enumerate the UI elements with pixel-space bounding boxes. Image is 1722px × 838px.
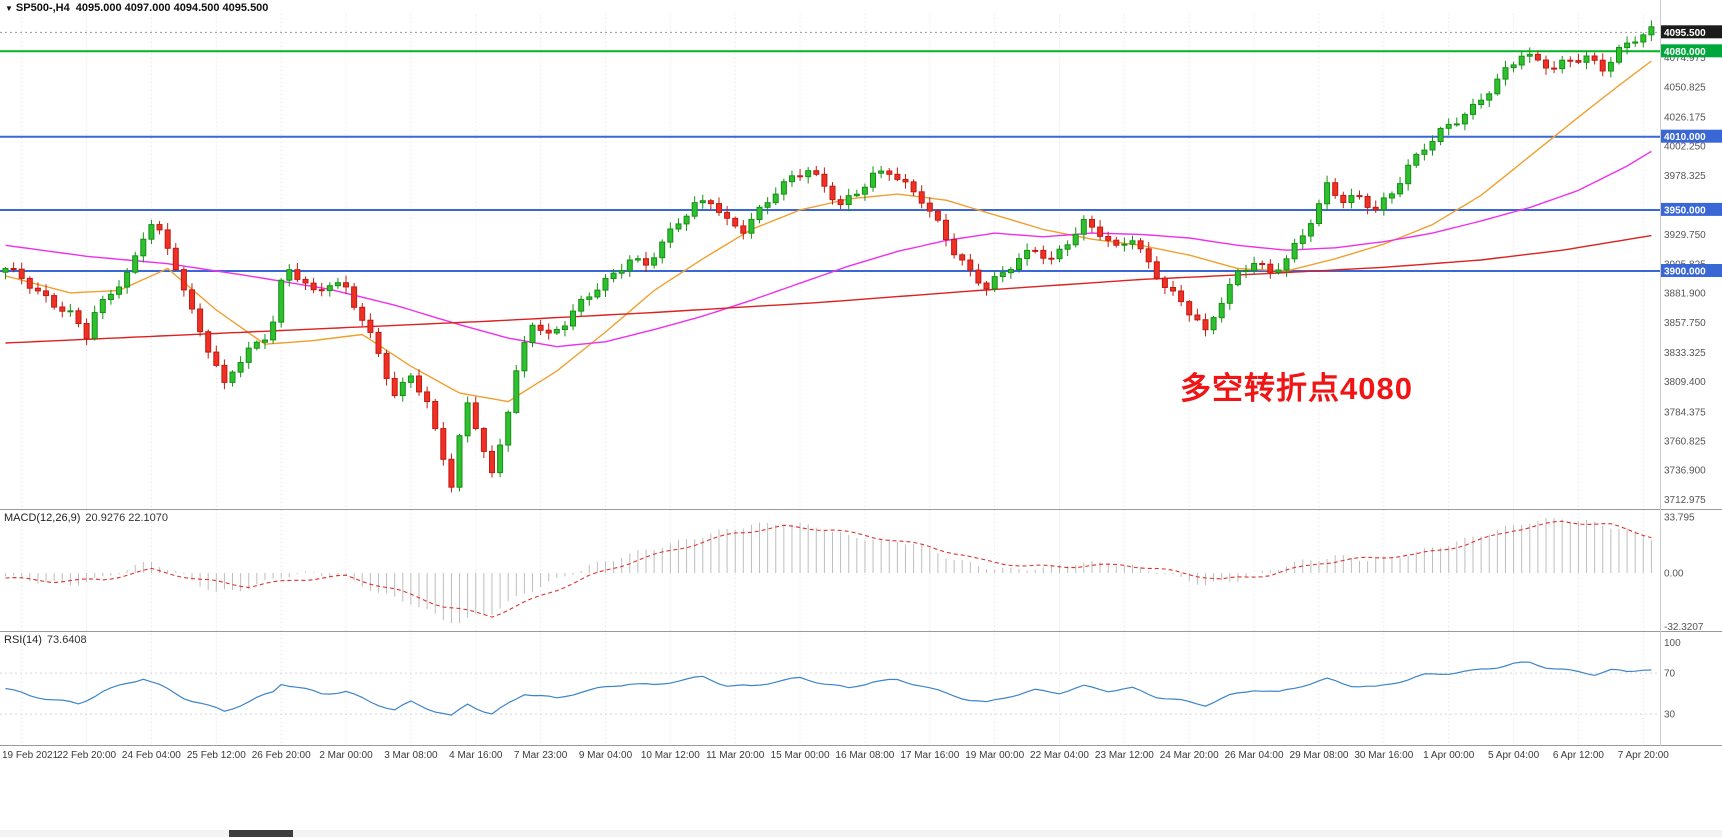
rsi-axis-label: 100 [1664, 638, 1681, 649]
time-label: 4 Mar 16:00 [449, 750, 503, 761]
time-label: 22 Mar 04:00 [1030, 750, 1089, 761]
horizontal-scrollbar[interactable] [0, 830, 1722, 837]
time-label: 1 Apr 00:00 [1423, 750, 1475, 761]
price-tag-label: 3950.000 [1664, 205, 1706, 216]
price-tick-label: 3857.750 [1664, 318, 1706, 329]
price-tick-label: 3929.750 [1664, 230, 1706, 241]
rsi-indicator-label: RSI(14) 73.6408 [4, 634, 87, 646]
macd-signal-line [5, 520, 1652, 618]
rsi-value: 73.6408 [46, 634, 87, 646]
time-label: 24 Feb 04:00 [122, 750, 181, 761]
price-tick-label: 3784.375 [1664, 408, 1706, 419]
price-tick-label: 4074.975 [1664, 53, 1706, 64]
candles [2, 20, 1655, 493]
price-axis: 4074.975 4050.825 4026.175 4002.250 3978.325… [1661, 25, 1722, 506]
chart-canvas[interactable]: 4074.975 4050.825 4026.175 4002.250 3978.325… [0, 0, 1722, 767]
time-label: 2 Mar 00:00 [319, 750, 373, 761]
macd-name: MACD(12,26,9) [4, 512, 81, 524]
rsi-line [5, 661, 1652, 716]
time-label: 29 Mar 08:00 [1290, 750, 1349, 761]
ma-line-slow-red [5, 234, 1652, 344]
price-tick-label: 3833.325 [1664, 348, 1706, 359]
time-label: 26 Feb 20:00 [252, 750, 311, 761]
moving-averages [5, 60, 1652, 403]
time-label: 23 Mar 12:00 [1095, 750, 1154, 761]
rsi-axis-label: 30 [1664, 710, 1676, 721]
rsi-axis-label: 70 [1664, 669, 1676, 680]
time-label: 16 Mar 08:00 [835, 750, 894, 761]
time-label: 9 Mar 04:00 [579, 750, 633, 761]
scrollbar-thumb[interactable] [229, 830, 293, 837]
macd-values: 20.9276 22.1070 [85, 512, 169, 524]
ohlc-values: 4095.000 4097.000 4094.500 4095.500 [75, 2, 269, 14]
price-tick-label: 4026.175 [1664, 113, 1706, 124]
price-tag-label: 4095.500 [1664, 28, 1706, 39]
time-label: 17 Mar 16:00 [900, 750, 959, 761]
price-tick-label: 4050.825 [1664, 82, 1706, 93]
time-label: 22 Feb 20:00 [57, 750, 116, 761]
time-label: 26 Mar 04:00 [1225, 750, 1284, 761]
time-label: 10 Mar 12:00 [641, 750, 700, 761]
time-label: 24 Mar 20:00 [1160, 750, 1219, 761]
price-tick-label: 3736.900 [1664, 466, 1706, 477]
price-tag-label: 4080.000 [1664, 47, 1706, 58]
symbol-period-label: SP500-,H4 [15, 2, 70, 14]
annotation-text: 多空转折点4080 [1180, 371, 1413, 406]
price-tag [1661, 264, 1722, 277]
time-label: 15 Mar 00:00 [771, 750, 830, 761]
price-tag-label: 4010.000 [1664, 132, 1706, 143]
rsi-panel [0, 661, 1660, 716]
price-tag [1661, 129, 1722, 143]
rsi-name: RSI(14) [4, 634, 42, 646]
price-tag [1661, 25, 1722, 39]
macd-axis-label: 33.795 [1664, 513, 1695, 524]
ma-line-mid-magenta [5, 150, 1652, 348]
macd-panel [5, 517, 1652, 624]
time-label: 19 Feb 2021 [2, 750, 59, 761]
price-tick-label: 3978.325 [1664, 171, 1706, 182]
horizontal-level-lines[interactable] [0, 50, 1660, 272]
symbol-dropdown-icon: ▼ [5, 4, 13, 13]
ma-line-fast-orange [5, 60, 1652, 403]
chart-title: ▼ SP500-,H4 4095.000 4097.000 4094.500 409… [5, 2, 268, 14]
macd-axis-label: 0.00 [1664, 569, 1684, 580]
price-tick-label: 3760.825 [1664, 436, 1706, 447]
time-label: 6 Apr 12:00 [1553, 750, 1605, 761]
price-tick-label: 3712.975 [1664, 495, 1706, 506]
time-label: 19 Mar 00:00 [965, 750, 1024, 761]
price-tick-label: 4002.250 [1664, 142, 1706, 153]
price-tag [1661, 44, 1722, 58]
price-tick-label: 3881.900 [1664, 289, 1706, 300]
time-label: 7 Apr 20:00 [1618, 750, 1670, 761]
time-label: 11 Mar 20:00 [706, 750, 765, 761]
price-tick-label: 3809.400 [1664, 377, 1706, 388]
time-label: 7 Mar 23:00 [514, 750, 568, 761]
time-label: 5 Apr 04:00 [1488, 750, 1540, 761]
macd-indicator-label: MACD(12,26,9) 20.9276 22.1070 [4, 512, 168, 524]
macd-axis-label: -32.3207 [1664, 622, 1704, 633]
price-tag-label: 3900.000 [1664, 267, 1706, 278]
time-label: 25 Feb 12:00 [187, 750, 246, 761]
price-tag [1661, 202, 1722, 216]
time-label: 3 Mar 08:00 [384, 750, 438, 761]
time-label: 30 Mar 16:00 [1354, 750, 1413, 761]
